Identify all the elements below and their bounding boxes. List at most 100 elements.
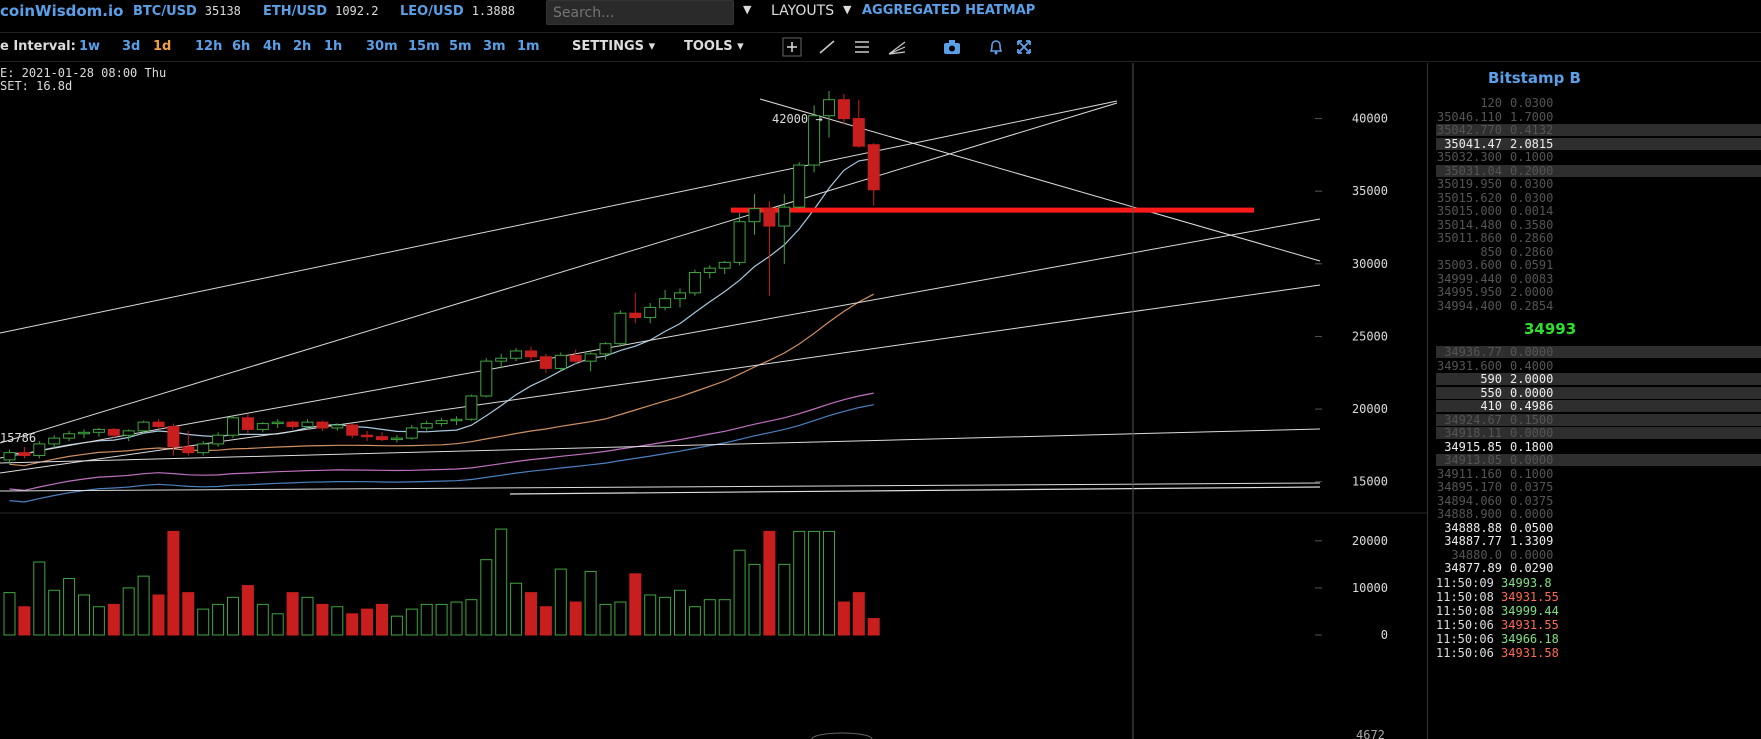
ask-row[interactable]: 35011.860 0.2860 bbox=[1436, 232, 1761, 244]
volume-bar-up bbox=[137, 575, 150, 636]
fullscreen-icon[interactable] bbox=[1013, 37, 1035, 57]
interval-3m[interactable]: 3m bbox=[483, 39, 506, 54]
interval-2h[interactable]: 2h bbox=[293, 39, 312, 54]
orderbook-panel: Bitstamp B 120 0.0300 35046.110 1.7000 35042… bbox=[1427, 63, 1761, 739]
trend-lines bbox=[0, 98, 1321, 495]
ask-row[interactable]: 35031.04 0.2000 bbox=[1436, 164, 1761, 177]
interval-30m[interactable]: 30m bbox=[366, 39, 398, 54]
candle-up bbox=[510, 350, 523, 359]
ask-row[interactable]: 34999.440 0.0083 bbox=[1436, 273, 1761, 285]
bid-row[interactable]: 410 0.4986 bbox=[1436, 400, 1761, 412]
volume-bar-up bbox=[271, 613, 284, 636]
bid-row[interactable]: 34887.77 1.3309 bbox=[1436, 535, 1761, 547]
volume-bar-down bbox=[837, 601, 850, 636]
interval-1w[interactable]: 1w bbox=[79, 39, 101, 54]
price-chart[interactable]: 40000 35000 30000 25000 20000 15000 20000 1000… bbox=[0, 63, 1427, 739]
bid-row[interactable]: 34877.89 0.0290 bbox=[1436, 562, 1761, 574]
ask-row[interactable]: 35046.110 1.7000 bbox=[1436, 111, 1761, 123]
interval-3d[interactable]: 3d bbox=[122, 39, 141, 54]
volume-bar-up bbox=[659, 596, 672, 636]
brand-logo[interactable]: coinWisdom.io bbox=[0, 2, 124, 20]
bid-row[interactable]: 34888.900 0.0000 bbox=[1436, 508, 1761, 520]
bid-row[interactable]: 34915.85 0.1800 bbox=[1436, 441, 1761, 453]
candle-offset: SET: 16.8d bbox=[0, 79, 73, 93]
interval-15m[interactable]: 15m bbox=[408, 39, 440, 54]
ask-row[interactable]: 35019.950 0.0300 bbox=[1436, 178, 1761, 190]
ask-row[interactable]: 34995.950 2.0000 bbox=[1436, 286, 1761, 298]
interval-12h[interactable]: 12h bbox=[195, 39, 223, 54]
bid-row[interactable]: 34888.88 0.0500 bbox=[1436, 522, 1761, 534]
interval-5m[interactable]: 5m bbox=[449, 39, 472, 54]
ask-row[interactable]: 34994.400 0.2854 bbox=[1436, 300, 1761, 312]
ticker-eth[interactable]: ETH/USD 1092.2 bbox=[263, 4, 378, 19]
candle-up bbox=[33, 443, 46, 457]
interval-6h[interactable]: 6h bbox=[232, 39, 251, 54]
settings-menu[interactable]: SETTINGS ▾ bbox=[572, 39, 655, 54]
volume-bar-up bbox=[78, 594, 90, 636]
fan-icon[interactable] bbox=[886, 37, 908, 57]
bid-row[interactable]: 34894.060 0.0375 bbox=[1436, 495, 1761, 507]
candle-down bbox=[525, 350, 537, 358]
ticker-leo[interactable]: LEO/USD 1.3888 bbox=[400, 4, 515, 19]
layouts-menu[interactable]: LAYOUTS bbox=[771, 3, 835, 19]
orderbook-price: 34894.060 bbox=[1436, 493, 1502, 508]
orderbook-amount: 0.3580 bbox=[1510, 217, 1554, 232]
ask-row[interactable]: 120 0.0300 bbox=[1436, 97, 1761, 109]
orderbook-amount: 0.1500 bbox=[1510, 412, 1554, 427]
bid-row[interactable]: 34918.11 0.0000 bbox=[1436, 427, 1761, 439]
bid-row[interactable]: 34931.600 0.4000 bbox=[1436, 360, 1761, 372]
ask-row[interactable]: 35014.480 0.3580 bbox=[1436, 219, 1761, 231]
ask-row[interactable]: 35003.600 0.0591 bbox=[1436, 259, 1761, 271]
orderbook-amount: 0.0500 bbox=[1510, 520, 1554, 535]
candle-up bbox=[301, 421, 314, 427]
line-icon[interactable] bbox=[816, 37, 838, 57]
chevron-down-icon[interactable]: ▼ bbox=[843, 3, 852, 16]
candle-down bbox=[361, 434, 374, 438]
interval-4h[interactable]: 4h bbox=[263, 39, 282, 54]
bid-row[interactable]: 590 2.0000 bbox=[1436, 373, 1761, 385]
bid-row[interactable]: 34936.77 0.0000 bbox=[1436, 346, 1761, 358]
settings-label: SETTINGS bbox=[572, 39, 645, 54]
hlines-icon[interactable] bbox=[851, 37, 873, 57]
y-tick-label: 15000 bbox=[1352, 475, 1388, 489]
ask-row[interactable]: 35032.300 0.1000 bbox=[1436, 151, 1761, 163]
volume-bar-up bbox=[644, 594, 657, 636]
ask-row[interactable]: 35042.770 0.4132 bbox=[1436, 124, 1761, 136]
orderbook-price: 34918.11 bbox=[1444, 426, 1502, 440]
tools-menu[interactable]: TOOLS ▾ bbox=[684, 39, 744, 54]
trade-price: 34931.58 bbox=[1501, 646, 1559, 660]
bid-row[interactable]: 34913.05 0.0000 bbox=[1436, 454, 1761, 466]
ask-row[interactable]: 35041.47 2.0815 bbox=[1436, 137, 1761, 150]
trade-row: 11:50:06 34931.58 bbox=[1436, 647, 1559, 659]
bid-row[interactable]: 34924.67 0.1500 bbox=[1436, 412, 1761, 427]
aggregated-heatmap-link[interactable]: AGGREGATED HEATMAP bbox=[862, 3, 1036, 18]
candle-down bbox=[241, 417, 254, 430]
bid-row[interactable]: 34911.160 0.1000 bbox=[1436, 468, 1761, 480]
ask-row[interactable]: 35015.620 0.0300 bbox=[1436, 192, 1761, 204]
volume-bar-up bbox=[390, 615, 403, 636]
orderbook-amount: 0.2854 bbox=[1510, 298, 1554, 313]
bid-row[interactable]: 550 0.0000 bbox=[1436, 386, 1761, 399]
interval-1d[interactable]: 1d bbox=[153, 39, 172, 54]
bell-icon[interactable] bbox=[985, 37, 1007, 57]
camera-icon[interactable] bbox=[941, 37, 963, 57]
orderbook-amount: 0.0375 bbox=[1510, 480, 1554, 494]
ticker-btc[interactable]: BTC/USD 35138 bbox=[133, 4, 241, 19]
chevron-down-icon[interactable]: ▼ bbox=[743, 3, 752, 16]
volume-bar-up bbox=[718, 599, 731, 636]
search-input[interactable] bbox=[546, 0, 734, 25]
ask-row[interactable]: 850 0.2860 bbox=[1436, 246, 1761, 258]
orderbook-price: 34911.160 bbox=[1436, 466, 1502, 481]
candle-up bbox=[212, 434, 225, 445]
volume-axis: 20000 10000 0 bbox=[1315, 534, 1388, 642]
orderbook-price: 34915.85 bbox=[1444, 439, 1502, 454]
crosshair-icon[interactable] bbox=[781, 37, 803, 57]
interval-1m[interactable]: 1m bbox=[517, 39, 540, 54]
trade-time: 11:50:09 bbox=[1436, 576, 1502, 590]
candle-up bbox=[63, 433, 76, 439]
ask-row[interactable]: 35015.000 0.0014 bbox=[1436, 205, 1761, 217]
bid-row[interactable]: 34895.170 0.0375 bbox=[1436, 481, 1761, 493]
bid-row[interactable]: 34880.0 0.0000 bbox=[1436, 549, 1761, 561]
volume-bar-down bbox=[361, 608, 374, 636]
interval-1h[interactable]: 1h bbox=[324, 39, 343, 54]
